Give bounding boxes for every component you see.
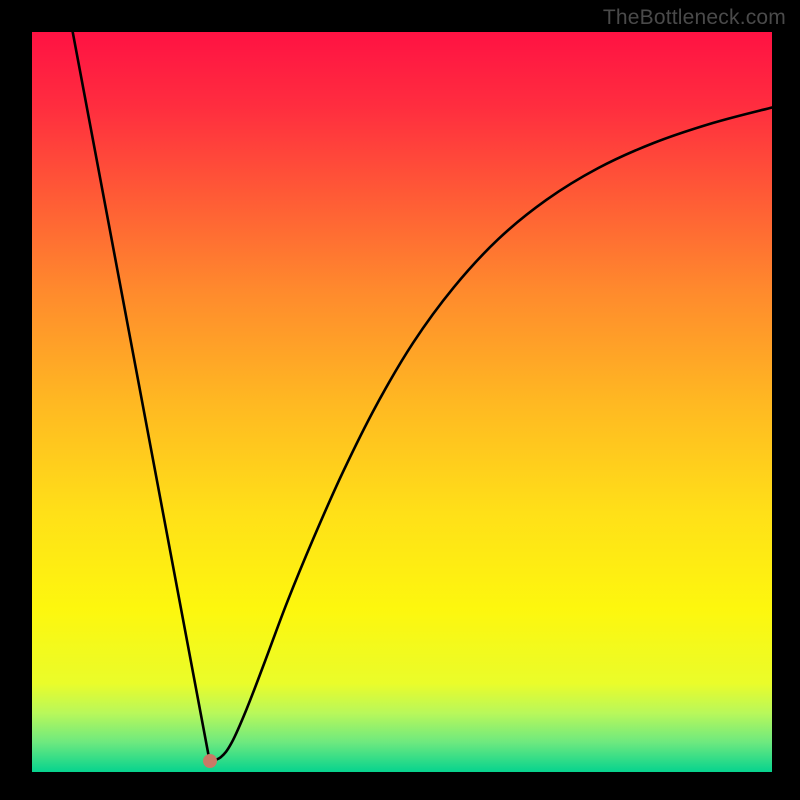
frame-border-bottom <box>0 772 800 800</box>
frame-border-left <box>0 0 32 800</box>
minimum-marker <box>203 754 217 768</box>
plot-area <box>32 32 772 772</box>
frame-border-right <box>772 0 800 800</box>
bottleneck-curve <box>32 32 772 772</box>
watermark-text: TheBottleneck.com <box>603 6 786 30</box>
